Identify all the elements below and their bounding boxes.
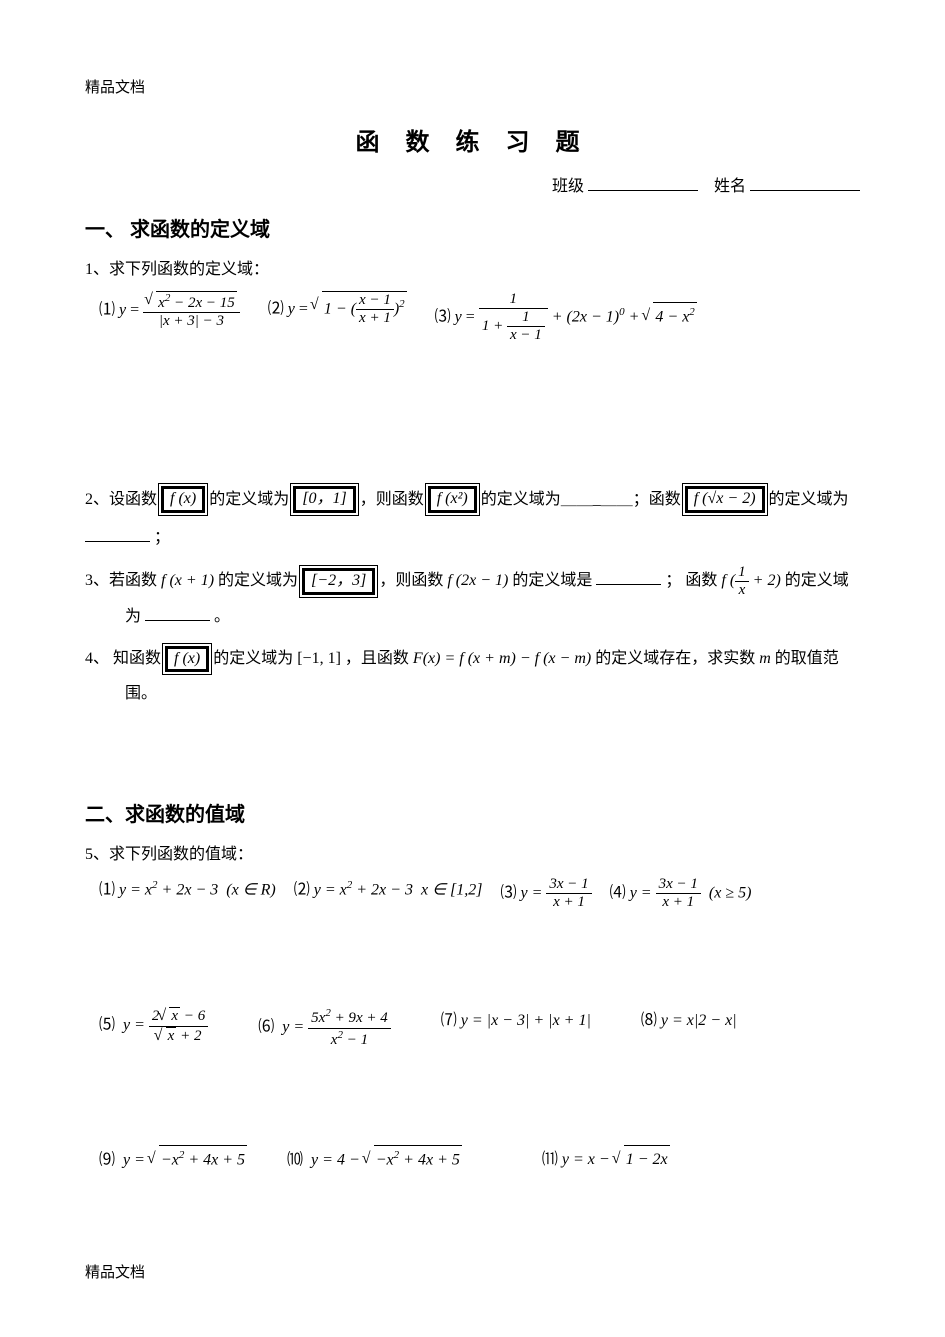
q3-line2a: 为	[125, 608, 141, 625]
q5-4: ⑷ y = 3x − 1x + 1 (x ≥ 5)	[610, 876, 752, 912]
q5-6-lbl: ⑹	[258, 1019, 274, 1036]
q4-text-d: 的取值范	[775, 650, 839, 667]
q3-line2b: 。	[214, 608, 230, 625]
q3-blank2[interactable]	[145, 604, 210, 621]
q5-2-lbl: ⑵	[294, 881, 310, 898]
blank-name[interactable]	[750, 174, 860, 191]
q4-line2: 围。	[125, 685, 157, 702]
q2-box-domain: [0，1]	[293, 486, 355, 513]
q3-box-domain: [−2，3]	[302, 568, 375, 595]
watermark-top: 精品文档	[85, 75, 860, 102]
q2-blank[interactable]	[85, 525, 150, 542]
student-info-line: 班级 姓名	[85, 173, 860, 202]
q3: 3、若函数 f (x + 1) 的定义域为 [−2，3] ，则函数 f (2x …	[85, 563, 860, 634]
q3-text-c: ，则函数	[379, 572, 443, 589]
label-name: 姓名	[714, 178, 746, 195]
q2-box-fx: f (x)	[161, 486, 205, 513]
q1-item-2: ⑵ y = 1 − (x − 1x + 1)2	[268, 291, 407, 328]
spacer	[85, 405, 860, 475]
q3-text-a: 3、若函数	[85, 572, 157, 589]
q4: 4、 知函数 f (x) 的定义域为 [−1, 1] ，且函数 F(x) = f…	[85, 641, 860, 711]
page-title: 函 数 练 习 题	[85, 122, 860, 165]
q4-text-c: 的定义域存在，求实数	[595, 650, 755, 667]
q5-7: ⑺ y = |x − 3| + |x + 1|	[441, 1007, 591, 1036]
q3-fx3: f (1x + 2)	[721, 572, 780, 589]
q1-1-label: ⑴	[99, 301, 115, 318]
q3-text-f: 的定义域	[785, 572, 849, 589]
q5-5-lbl: ⑸	[99, 1017, 115, 1034]
q4-text-b: 的定义域为 [−1, 1] ，且函数	[213, 650, 409, 667]
q5-7-lbl: ⑺	[441, 1012, 457, 1029]
q1-intro: 1、求下列函数的定义域：	[85, 256, 860, 285]
q3-text-e: ； 函数	[665, 572, 717, 589]
q2-box-fsqrt: f (√x − 2)	[685, 486, 765, 513]
q1-items: ⑴ y = x2 − 2x − 15 |x + 3| − 3 ⑵ y = 1 −…	[99, 291, 860, 345]
q5-10-lbl: ⑽	[287, 1151, 303, 1168]
q5-9-lbl: ⑼	[99, 1151, 115, 1168]
q5-6: ⑹ y = 5x2 + 9x + 4x2 − 1	[258, 1007, 391, 1049]
label-class: 班级	[552, 178, 584, 195]
spacer	[85, 717, 860, 787]
q5-10: ⑽ y = 4 − −x2 + 4x + 5	[287, 1145, 462, 1175]
q5-1: ⑴ y = x2 + 2x − 3 (x ∈ R)	[99, 876, 276, 905]
q5-2: ⑵ y = x2 + 2x − 3 x ∈ [1,2]	[294, 876, 483, 905]
q5-row2: ⑸ y = 2x − 6x + 2 ⑹ y = 5x2 + 9x + 4x2 −…	[99, 1007, 860, 1049]
document-page: 精品文档 函 数 练 习 题 班级 姓名 一、 求函数的定义域 1、求下列函数的…	[0, 0, 945, 1337]
q5-8-lbl: ⑻	[641, 1012, 657, 1029]
q4-text-a: 4、 知函数	[85, 650, 161, 667]
blank-class[interactable]	[588, 174, 698, 191]
q5-1-lbl: ⑴	[99, 881, 115, 898]
q5-row3: ⑼ y = −x2 + 4x + 5 ⑽ y = 4 − −x2 + 4x + …	[99, 1145, 860, 1175]
q2-tail: ；	[154, 529, 170, 546]
q3-text-b: 的定义域为	[218, 572, 298, 589]
q2-text-d: 的定义域为＿＿_＿＿；函数	[481, 491, 681, 508]
q2-text-c: ，则函数	[360, 491, 424, 508]
q5-4-lbl: ⑷	[610, 884, 626, 901]
q1-2-label: ⑵	[268, 300, 284, 317]
q5-3: ⑶ y = 3x − 1x + 1	[500, 876, 591, 912]
q5-11-lbl: ⑾	[542, 1151, 558, 1168]
section-2-heading: 二、求函数的值域	[85, 797, 860, 833]
q2-text-a: 2、设函数	[85, 491, 157, 508]
q1-3-label: ⑶	[435, 308, 451, 325]
section-1-heading: 一、 求函数的定义域	[85, 212, 860, 248]
q3-text-d: 的定义域是	[512, 572, 592, 589]
q3-fx2: f (2x − 1)	[447, 572, 508, 589]
q5-4-cond: (x ≥ 5)	[709, 884, 752, 901]
q5-row1: ⑴ y = x2 + 2x − 3 (x ∈ R) ⑵ y = x2 + 2x …	[99, 876, 860, 912]
q2-text-e: 的定义域为	[769, 491, 849, 508]
q5-11: ⑾ y = x − 1 − 2x	[542, 1145, 670, 1175]
q5-intro: 5、求下列函数的值域：	[85, 841, 860, 870]
q2-box-fx2: f (x²)	[428, 486, 477, 513]
q2-text-b: 的定义域为	[209, 491, 289, 508]
q1-item-3: ⑶ y = 1 1 + 1x − 1 + (2x − 1)0 + 4 − x2	[435, 291, 697, 345]
spacer	[85, 1099, 860, 1139]
q4-box-fx: f (x)	[165, 646, 209, 673]
q5-3-lbl: ⑶	[500, 884, 516, 901]
watermark-bottom: 精品文档	[85, 1260, 145, 1287]
q4-Fdef: F(x) = f (x + m) − f (x − m)	[413, 650, 591, 667]
q4-m: m	[759, 650, 775, 667]
q5-9: ⑼ y = −x2 + 4x + 5	[99, 1145, 247, 1175]
q1-item-1: ⑴ y = x2 − 2x − 15 |x + 3| − 3	[99, 291, 240, 331]
spacer	[85, 961, 860, 1001]
q2: 2、设函数 f (x) 的定义域为 [0，1] ，则函数 f (x²) 的定义域…	[85, 481, 860, 558]
q3-fx1: f (x + 1)	[161, 572, 214, 589]
q5-8: ⑻ y = x|2 − x|	[641, 1007, 737, 1036]
q3-blank1[interactable]	[596, 568, 661, 585]
q5-5: ⑸ y = 2x − 6x + 2	[99, 1007, 208, 1045]
